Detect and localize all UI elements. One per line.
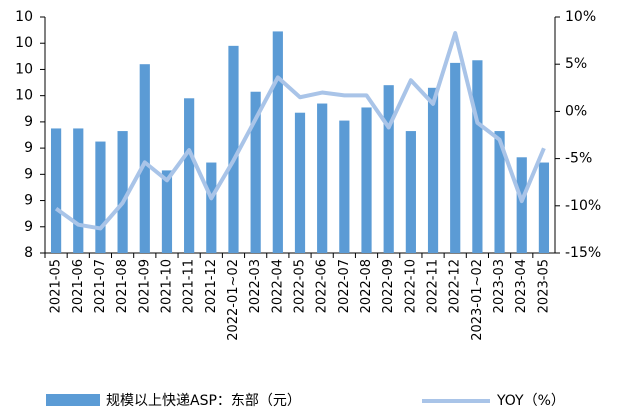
- bar: [228, 45, 239, 253]
- bar: [95, 141, 106, 253]
- x-tick-label: 2021-12: [204, 259, 219, 313]
- legend-label: YOY（%）: [496, 393, 565, 409]
- x-tick-label: 2021-08: [115, 259, 130, 313]
- bar: [206, 162, 217, 253]
- y-tick-label: 9: [24, 114, 33, 130]
- x-tick-label: 2023-05: [536, 259, 551, 313]
- x-tick-label: 2021-10: [159, 259, 174, 313]
- bar: [294, 112, 306, 253]
- x-tick-label: 2022-05: [293, 259, 308, 313]
- y-tick-label: 9: [24, 140, 33, 156]
- bar: [361, 107, 372, 253]
- x-tick-label: 2021-07: [93, 259, 108, 313]
- x-tick-label: 2023-01~02: [470, 259, 485, 341]
- y-tick-label: 9: [24, 166, 33, 182]
- bar: [538, 162, 550, 253]
- x-tick-label: 2022-06: [315, 259, 330, 313]
- x-tick-label: 2023-04: [514, 259, 529, 313]
- bar: [139, 64, 150, 253]
- x-tick-label: 2021-06: [71, 259, 86, 313]
- legend-swatch: [46, 394, 100, 406]
- y2-tick-label: -10%: [565, 198, 601, 214]
- bar: [161, 170, 173, 253]
- bar: [317, 103, 328, 254]
- line: [54, 31, 546, 231]
- y-tick-label: 10: [15, 9, 33, 25]
- x-tick-label: 2023-03: [492, 259, 507, 313]
- bar: [383, 85, 394, 253]
- y2-tick-label: 10%: [565, 9, 596, 25]
- x-tick-label: 2021-09: [137, 259, 152, 313]
- bar: [472, 60, 483, 254]
- x-tick-label: 2022-10: [403, 259, 418, 313]
- y2-tick-label: -5%: [565, 151, 592, 167]
- y2-tick-label: 5%: [565, 56, 587, 72]
- bar: [117, 131, 128, 253]
- x-tick-label: 2022-08: [359, 259, 374, 313]
- bar: [272, 31, 283, 253]
- x-tick-label: 2022-09: [381, 259, 396, 313]
- x-tick-label: 2022-04: [270, 259, 285, 313]
- x-tick-label: 2022-07: [337, 259, 352, 313]
- bar: [427, 87, 439, 253]
- y-tick-label: 10: [15, 61, 33, 77]
- x-tick-label: 2022-11: [426, 259, 441, 313]
- bar: [405, 131, 416, 253]
- x-tick-label: 2022-01~02: [226, 259, 241, 341]
- bar: [73, 128, 84, 253]
- y-tick-label: 8: [24, 245, 33, 261]
- y-tick-label: 10: [15, 88, 33, 104]
- bar: [516, 157, 527, 253]
- bar: [339, 120, 350, 253]
- x-tick-label: 2021-11: [182, 259, 197, 313]
- x-tick-label: 2022-03: [248, 259, 263, 313]
- bar: [494, 131, 505, 253]
- x-tick-label: 2022-12: [448, 259, 463, 313]
- bar: [184, 98, 195, 254]
- bar: [450, 62, 461, 254]
- y-tick-label: 10: [15, 35, 33, 51]
- y2-tick-label: -15%: [565, 245, 601, 261]
- y2-tick-label: 0%: [565, 103, 587, 119]
- legend-label: 规模以上快递ASP：东部（元）: [106, 393, 301, 409]
- bar: [50, 128, 62, 253]
- y-tick-label: 9: [24, 219, 33, 235]
- y-tick-label: 9: [24, 193, 33, 209]
- bar: [250, 91, 261, 253]
- x-tick-label: 2021-05: [49, 259, 64, 313]
